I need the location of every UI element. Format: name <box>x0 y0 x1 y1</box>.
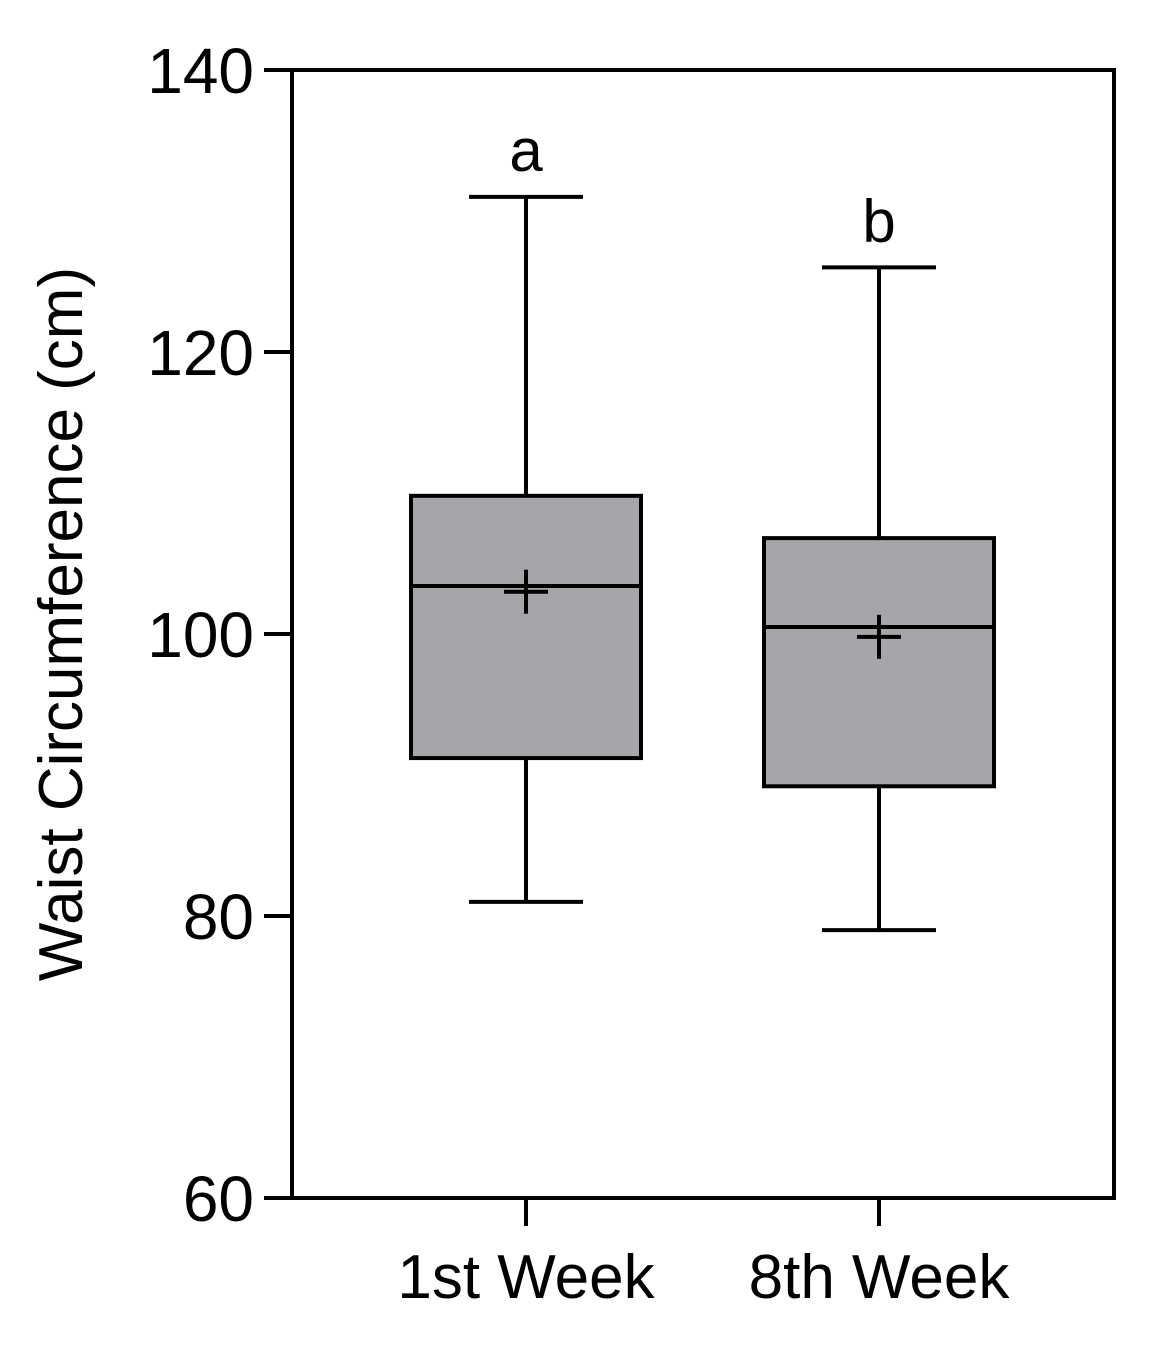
iqr-box <box>409 493 643 761</box>
y-axis: 60 80 100 120 140 <box>147 35 292 1235</box>
y-tick-label-120: 120 <box>147 317 254 389</box>
y-axis-title: Waist Circumference (cm) <box>27 267 96 981</box>
box-category-1: a <box>409 117 643 904</box>
significance-label-category-2: b <box>862 187 895 254</box>
x-tick-label-category-1: 1st Week <box>397 1243 655 1312</box>
x-tick-label-category-2: 8th Week <box>749 1243 1011 1312</box>
x-axis: 1st Week 8th Week <box>397 1198 1010 1312</box>
y-tick-label-80: 80 <box>183 881 254 953</box>
y-tick-label-100: 100 <box>147 599 254 671</box>
y-tick-label-60: 60 <box>183 1163 254 1235</box>
box-category-2: b <box>762 187 996 933</box>
y-tick-label-140: 140 <box>147 35 254 107</box>
boxes: ab <box>409 117 996 933</box>
iqr-box <box>762 536 996 789</box>
significance-label-category-1: a <box>509 117 543 184</box>
